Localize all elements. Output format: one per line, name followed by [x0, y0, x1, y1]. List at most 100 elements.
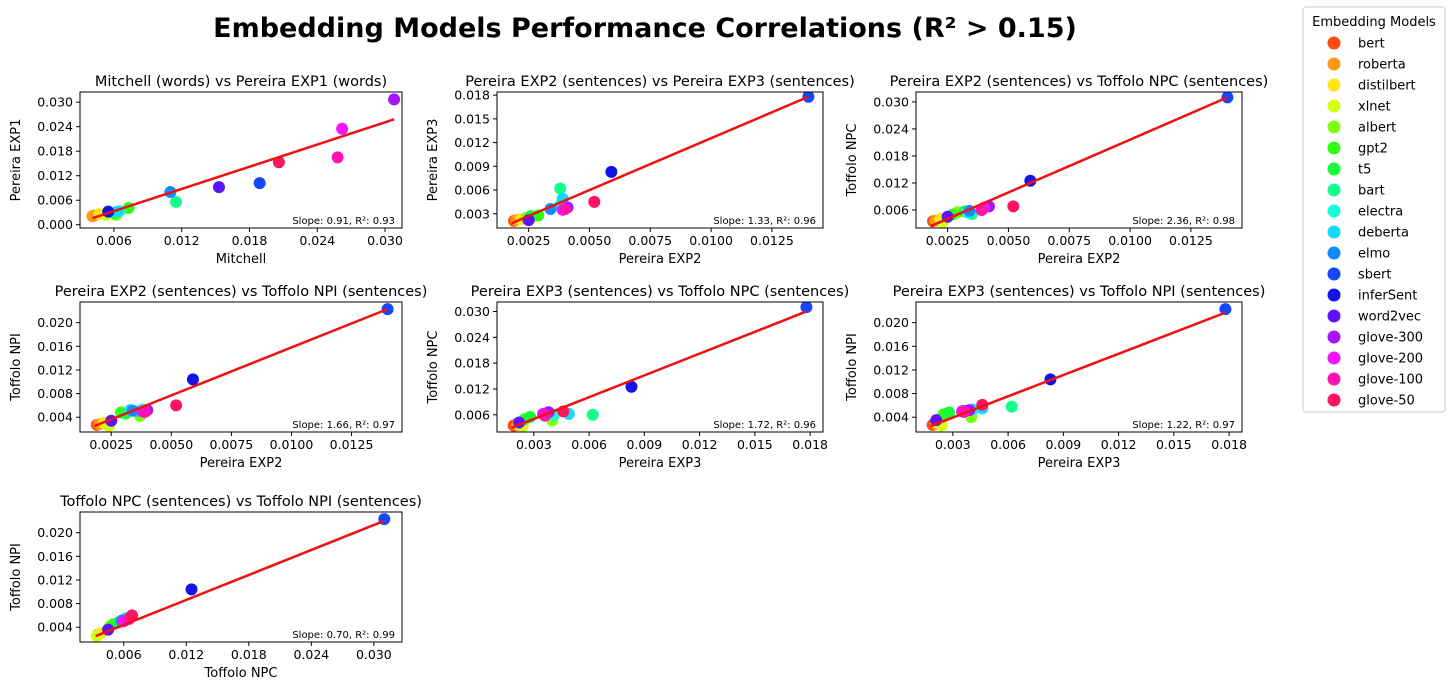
legend-marker: [1327, 246, 1341, 260]
y-tick-label: 0.016: [37, 339, 73, 354]
subplot-title: Pereira EXP2 (sentences) vs Toffolo NPI …: [55, 284, 428, 300]
legend-label: inferSent: [1358, 289, 1417, 304]
legend-label: glove-200: [1358, 352, 1423, 367]
point-glove-50: [126, 609, 139, 622]
subplot-3: Pereira EXP2 (sentences) vs Toffolo NPC …: [845, 74, 1268, 267]
y-tick-label: 0.012: [37, 572, 73, 587]
legend-item-bart: bart: [1327, 183, 1385, 199]
legend-label: xlnet: [1358, 100, 1391, 115]
regression-line: [930, 96, 1228, 228]
y-tick-label: 0.012: [37, 362, 73, 377]
y-tick-label: 0.024: [454, 330, 490, 345]
legend-label: glove-100: [1358, 373, 1423, 388]
x-tick-label: 0.006: [990, 437, 1026, 452]
legend-item-gpt2: gpt2: [1327, 141, 1388, 157]
axes-frame: [496, 91, 824, 229]
subplot-4: Pereira EXP2 (sentences) vs Toffolo NPI …: [9, 284, 427, 471]
x-axis-label: Pereira EXP2: [619, 252, 702, 267]
legend-item-albert: albert: [1327, 120, 1396, 136]
legend-label: albert: [1358, 121, 1396, 136]
legend-item-deberta: deberta: [1327, 225, 1409, 241]
subplot-5: Pereira EXP3 (sentences) vs Toffolo NPC …: [426, 284, 849, 471]
plot-area: [90, 513, 391, 642]
legend-label: bert: [1358, 37, 1385, 52]
figure-title: Embedding Models Performance Correlation…: [213, 13, 1077, 44]
y-tick-label: 0.012: [37, 168, 73, 183]
fit-stats: Slope: 0.91, R²: 0.93: [292, 216, 395, 227]
legend-label: sbert: [1358, 268, 1391, 283]
point-inferSent: [605, 165, 618, 178]
legend-marker: [1327, 57, 1341, 71]
y-tick-label: 0.004: [37, 620, 73, 635]
legend-marker: [1327, 141, 1341, 155]
x-tick-label: 0.030: [356, 647, 392, 662]
x-tick-label: 0.0075: [210, 437, 254, 452]
fit-stats: Slope: 1.66, R²: 0.97: [292, 420, 395, 431]
legend-label: electra: [1358, 205, 1403, 220]
legend-item-roberta: roberta: [1327, 57, 1406, 73]
x-tick-label: 0.0075: [1047, 233, 1091, 248]
plot-area: [927, 92, 1234, 228]
x-axis-label: Toffolo NPC: [204, 666, 278, 681]
subplot-title: Pereira EXP2 (sentences) vs Pereira EXP3…: [465, 74, 855, 90]
point-glove-50: [1007, 200, 1020, 213]
y-tick-label: 0.008: [873, 386, 909, 401]
y-tick-label: 0.018: [454, 356, 490, 371]
subplot-title: Toffolo NPC (sentences) vs Toffolo NPI (…: [59, 494, 422, 510]
fit-stats: Slope: 1.22, R²: 0.97: [1132, 420, 1235, 431]
legend-marker: [1327, 99, 1341, 113]
x-tick-label: 0.0050: [987, 233, 1031, 248]
y-tick-label: 0.020: [37, 525, 73, 540]
legend-marker: [1327, 120, 1341, 134]
y-tick-label: 0.020: [37, 315, 73, 330]
legend-item-word2vec: word2vec: [1327, 309, 1421, 325]
x-tick-label: 0.003: [935, 437, 971, 452]
point-word2vec: [212, 181, 225, 194]
axes-frame: [79, 91, 403, 229]
legend-marker: [1327, 183, 1341, 197]
legend-label: glove-300: [1358, 331, 1423, 346]
x-tick-label: 0.009: [626, 437, 662, 452]
legend-item-distilbert: distilbert: [1327, 78, 1416, 94]
y-tick-label: 0.008: [37, 596, 73, 611]
x-tick-label: 0.018: [232, 233, 268, 248]
x-tick-label: 0.0100: [270, 437, 314, 452]
plot-area: [90, 303, 394, 432]
y-tick-label: 0.018: [454, 88, 490, 103]
axes-frame: [79, 301, 403, 433]
legend-item-glove-50: glove-50: [1327, 393, 1415, 409]
x-tick-label: 0.0125: [1169, 233, 1213, 248]
point-bart: [586, 408, 599, 421]
plot-area: [507, 302, 813, 432]
x-tick-label: 0.006: [96, 233, 132, 248]
y-tick-label: 0.006: [37, 193, 73, 208]
y-tick-label: 0.018: [873, 148, 909, 163]
y-tick-label: 0.020: [873, 315, 909, 330]
x-tick-label: 0.012: [1101, 437, 1137, 452]
legend-marker: [1327, 372, 1341, 386]
legend-item-glove-200: glove-200: [1327, 351, 1423, 367]
y-tick-label: 0.012: [454, 381, 490, 396]
point-glove-100: [138, 405, 151, 418]
legend-item-xlnet: xlnet: [1327, 99, 1391, 115]
y-tick-label: 0.008: [37, 386, 73, 401]
y-axis-label: Toffolo NPC: [845, 124, 860, 198]
y-tick-label: 0.015: [454, 111, 490, 126]
fit-stats: Slope: 0.70, R²: 0.99: [292, 630, 395, 641]
x-tick-label: 0.0100: [1108, 233, 1152, 248]
point-glove-100: [331, 151, 344, 164]
legend-label: roberta: [1358, 58, 1406, 73]
legend-label: bart: [1358, 184, 1385, 199]
x-tick-label: 0.006: [571, 437, 607, 452]
point-glove-200: [336, 122, 349, 135]
point-glove-300: [388, 93, 401, 106]
point-bart: [170, 195, 183, 208]
subplot-2: Pereira EXP2 (sentences) vs Pereira EXP3…: [426, 74, 855, 267]
y-tick-label: 0.012: [873, 362, 909, 377]
legend-item-sbert: sbert: [1327, 267, 1391, 283]
regression-line: [511, 310, 807, 429]
x-tick-label: 0.0125: [750, 233, 794, 248]
regression-line: [95, 519, 385, 638]
subplot-1: Mitchell (words) vs Pereira EXP1 (words)…: [9, 74, 403, 267]
